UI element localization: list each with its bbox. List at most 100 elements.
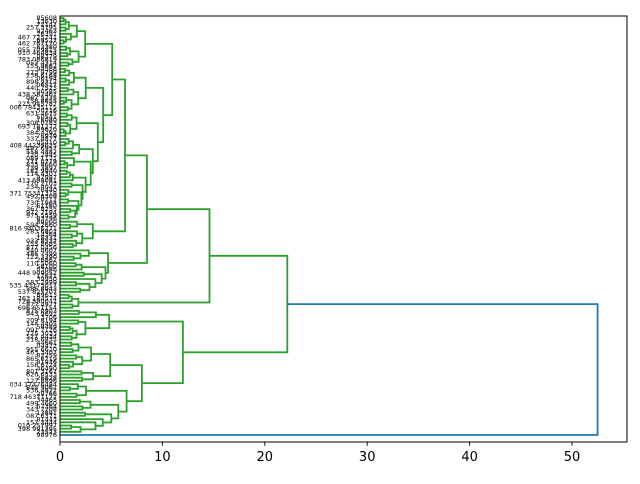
- svg-text:594 2660: 594 2660: [26, 221, 57, 229]
- svg-text:462 767170: 462 767170: [18, 40, 57, 48]
- svg-text:033 8532: 033 8532: [26, 237, 57, 245]
- svg-text:440 7523: 440 7523: [26, 84, 57, 92]
- svg-text:18331: 18331: [36, 234, 57, 242]
- svg-text:76440: 76440: [36, 186, 57, 194]
- svg-text:16080: 16080: [36, 116, 57, 124]
- svg-text:89000: 89000: [36, 218, 57, 226]
- svg-text:238 6168: 238 6168: [26, 72, 57, 80]
- svg-text:08379: 08379: [36, 52, 57, 60]
- svg-text:63380: 63380: [36, 43, 57, 51]
- svg-text:725 3033: 725 3033: [26, 329, 57, 337]
- svg-text:696 651154: 696 651154: [18, 304, 57, 312]
- svg-text:81443: 81443: [36, 415, 57, 423]
- svg-text:72147: 72147: [36, 21, 57, 29]
- svg-text:758 8655: 758 8655: [26, 97, 57, 105]
- svg-text:730 1964: 730 1964: [26, 199, 57, 207]
- svg-text:85608: 85608: [36, 14, 57, 22]
- svg-text:89620: 89620: [36, 126, 57, 134]
- svg-text:337 4877: 337 4877: [26, 135, 57, 143]
- svg-text:98976: 98976: [36, 431, 57, 439]
- svg-text:371 75341318: 371 75341318: [9, 189, 57, 197]
- svg-text:23523: 23523: [36, 428, 57, 436]
- svg-text:763 184574: 763 184574: [18, 294, 57, 302]
- svg-text:182 9940: 182 9940: [26, 167, 57, 175]
- svg-text:067 5235: 067 5235: [26, 94, 57, 102]
- svg-text:308 0783: 308 0783: [26, 119, 57, 127]
- svg-text:50541: 50541: [36, 113, 57, 121]
- svg-text:955 6620: 955 6620: [26, 345, 57, 353]
- svg-text:910 464834: 910 464834: [18, 49, 57, 57]
- svg-text:82259: 82259: [36, 352, 57, 360]
- svg-text:127 8896: 127 8896: [26, 377, 57, 385]
- svg-text:34465: 34465: [36, 396, 57, 404]
- svg-text:413 698081: 413 698081: [18, 177, 57, 185]
- svg-text:631 4675: 631 4675: [26, 110, 57, 118]
- svg-text:586 8943: 586 8943: [26, 285, 57, 293]
- svg-text:537 825707: 537 825707: [18, 288, 57, 296]
- svg-text:898 9312: 898 9312: [26, 78, 57, 86]
- svg-text:61160: 61160: [36, 202, 57, 210]
- svg-text:114 4307: 114 4307: [26, 170, 57, 178]
- svg-text:81936: 81936: [36, 358, 57, 366]
- svg-text:729 590041: 729 590041: [18, 298, 57, 306]
- svg-text:343 7208: 343 7208: [26, 406, 57, 414]
- x-tick-label: 30: [359, 450, 376, 465]
- svg-text:67364: 67364: [36, 403, 57, 411]
- svg-text:877 4977: 877 4977: [26, 301, 57, 309]
- svg-text:06517: 06517: [36, 81, 57, 89]
- svg-text:087 6371: 087 6371: [26, 412, 57, 420]
- svg-text:877 0456: 877 0456: [26, 243, 57, 251]
- x-axis-ticks: 0 10 20 30 40 50: [56, 442, 580, 465]
- svg-text:26828: 26828: [36, 374, 57, 382]
- svg-text:13706: 13706: [36, 313, 57, 321]
- svg-text:89613: 89613: [36, 291, 57, 299]
- x-tick-label: 50: [564, 450, 581, 465]
- svg-text:69527: 69527: [36, 37, 57, 45]
- svg-text:20712: 20712: [36, 196, 57, 204]
- svg-text:03086: 03086: [36, 266, 57, 274]
- svg-text:034 17476484: 034 17476484: [9, 380, 57, 388]
- svg-text:157 2444: 157 2444: [26, 419, 57, 427]
- svg-text:620 6533: 620 6533: [26, 371, 57, 379]
- svg-text:05410: 05410: [36, 138, 57, 146]
- svg-text:540 0607: 540 0607: [26, 247, 57, 255]
- svg-text:44661: 44661: [36, 339, 57, 347]
- svg-text:583 2999: 583 2999: [26, 278, 57, 286]
- svg-text:972 7194: 972 7194: [26, 208, 57, 216]
- svg-text:110 5060: 110 5060: [26, 259, 57, 267]
- svg-text:770 2103: 770 2103: [26, 180, 57, 188]
- svg-text:053 4314: 053 4314: [26, 59, 57, 67]
- svg-text:693 181272: 693 181272: [18, 122, 57, 130]
- svg-text:718 46371171: 718 46371171: [9, 393, 57, 401]
- svg-text:58489: 58489: [36, 323, 57, 331]
- svg-text:26862: 26862: [36, 256, 57, 264]
- svg-text:975 5559: 975 5559: [26, 212, 57, 220]
- svg-text:943 9692: 943 9692: [26, 310, 57, 318]
- svg-text:875 0903: 875 0903: [26, 307, 57, 315]
- svg-text:39950: 39950: [36, 275, 57, 283]
- svg-text:273 9799: 273 9799: [26, 68, 57, 76]
- svg-text:83796: 83796: [36, 215, 57, 223]
- svg-text:58100: 58100: [36, 263, 57, 271]
- svg-text:010 257997: 010 257997: [18, 422, 57, 430]
- svg-text:499 4660: 499 4660: [26, 399, 57, 407]
- svg-text:14364: 14364: [36, 231, 57, 239]
- svg-text:209 8194: 209 8194: [26, 317, 57, 325]
- svg-text:398 991395: 398 991395: [18, 425, 57, 433]
- x-tick-label: 0: [56, 450, 64, 465]
- svg-text:223 945787: 223 945787: [18, 100, 57, 108]
- svg-text:558 4882: 558 4882: [26, 148, 57, 156]
- svg-text:739 3897: 739 3897: [26, 164, 57, 172]
- svg-text:089 1171: 089 1171: [26, 154, 57, 162]
- svg-text:97987: 97987: [36, 173, 57, 181]
- svg-text:463 3407: 463 3407: [26, 348, 57, 356]
- svg-text:771 0779: 771 0779: [26, 157, 57, 165]
- svg-text:755 8685: 755 8685: [26, 240, 57, 248]
- svg-text:00585: 00585: [36, 87, 57, 95]
- svg-text:367 8255: 367 8255: [26, 205, 57, 213]
- svg-text:801 3167: 801 3167: [26, 368, 57, 376]
- svg-text:06194: 06194: [36, 75, 57, 83]
- x-tick-label: 10: [154, 450, 171, 465]
